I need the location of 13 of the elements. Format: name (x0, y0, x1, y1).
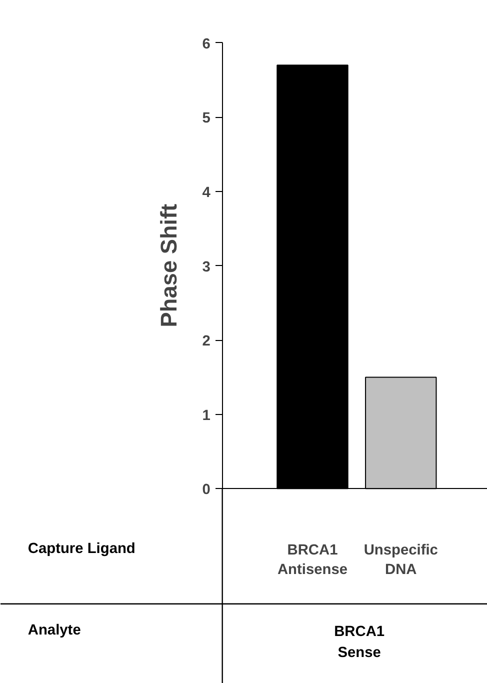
y-tick-label: 1 (202, 408, 210, 424)
text: BRCA1 Sense (334, 624, 385, 661)
y-tick-label: 2 (202, 334, 210, 350)
y-tick-label: 4 (202, 184, 212, 201)
text: Analyte (28, 622, 81, 639)
y-axis-title: Phase Shift (155, 203, 182, 328)
x-tick-label: BRCA1 Antisense (277, 542, 348, 578)
y-tick-label: 5 (202, 110, 210, 127)
text: Capture Ligand (28, 540, 136, 557)
x-tick-label: Unspecific DNA (364, 542, 438, 578)
y-tick-label: 3 (202, 259, 210, 276)
y-tick-label: 0 (202, 482, 210, 498)
y-tick-label: 6 (202, 36, 210, 52)
